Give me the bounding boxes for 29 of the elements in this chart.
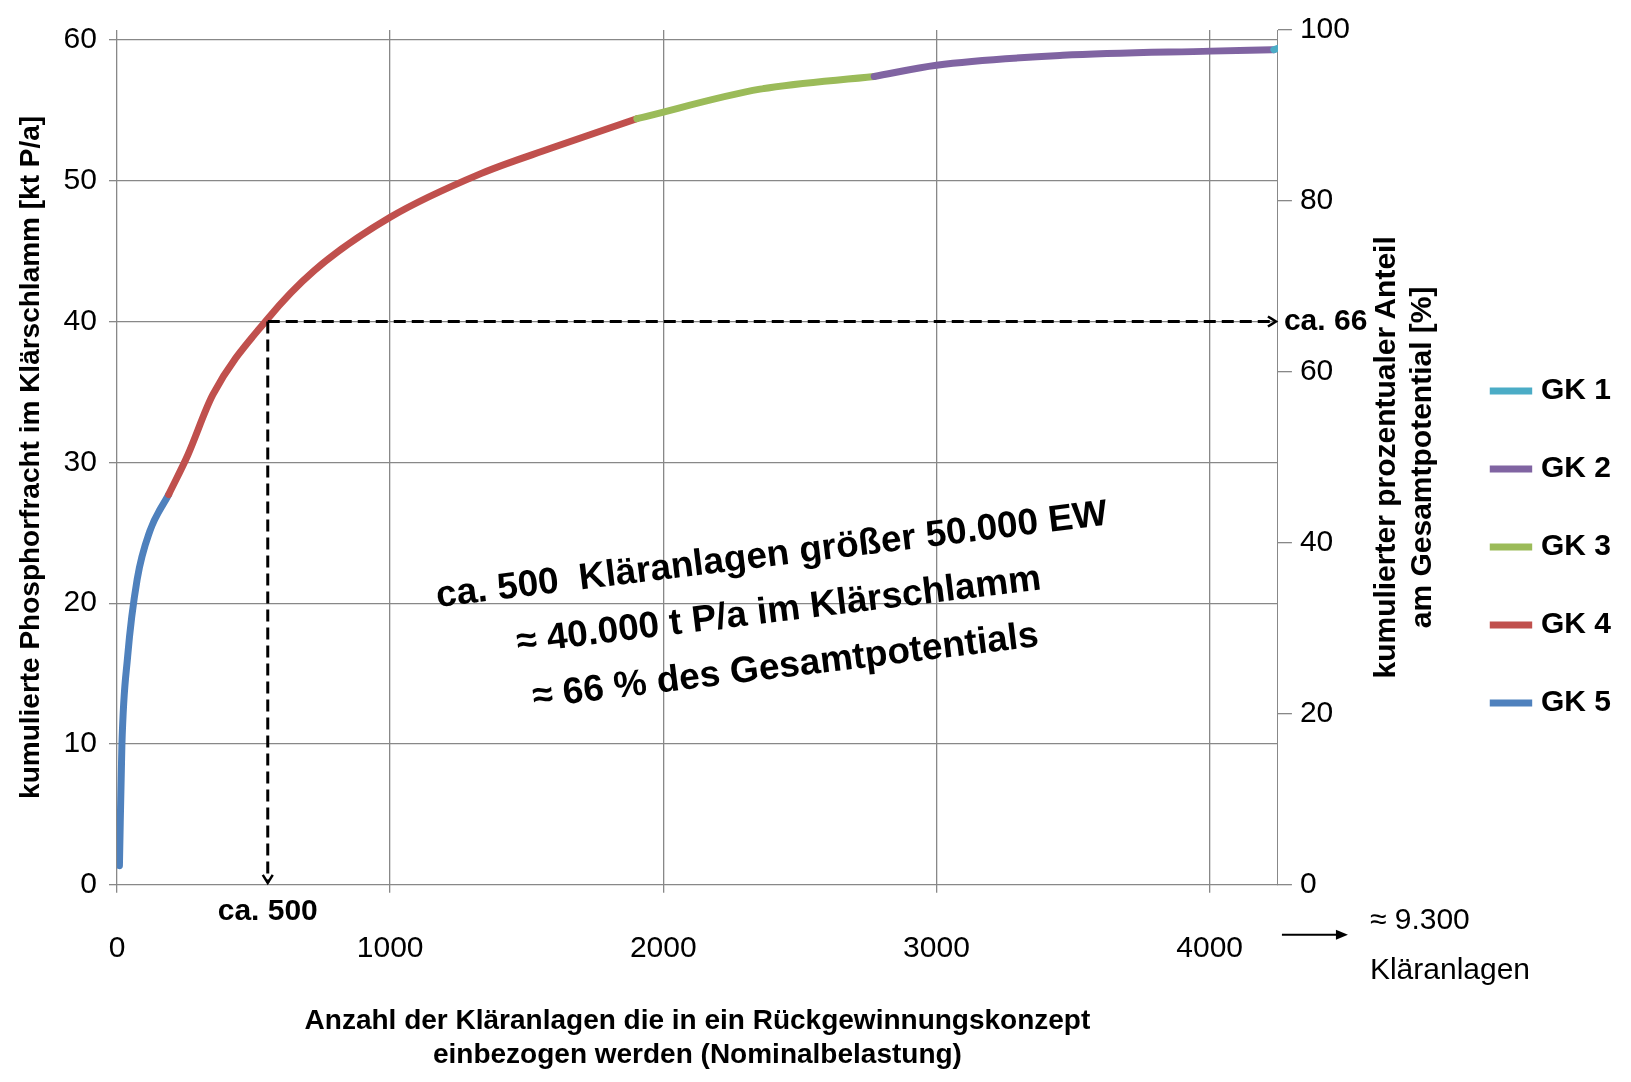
ref-line-label: ca. 500 [217,893,318,927]
y2-tick-label: 20 [1299,695,1334,729]
legend-label: GK 1 [1540,372,1612,406]
legend-label: GK 4 [1540,606,1612,640]
y2-axis-title: kumulierter prozentualer Anteil am Gesamtpotential [%] [1368,236,1438,679]
y-tick-label: 10 [63,725,97,759]
y-tick-label: 60 [63,21,97,55]
y2-tick-label: 40 [1299,524,1334,558]
x-tick-label: 1000 [356,930,424,964]
ref-line-label: ca. 66 [1283,302,1368,336]
x-tick-label: 2000 [629,930,697,964]
y-tick-label: 40 [63,302,97,336]
y2-tick-label: 80 [1299,182,1334,216]
y-tick-label: 50 [63,161,97,195]
y-tick-label: 20 [63,584,97,618]
y-axis-title: kumulierte Phosphorfracht im Klärschlamm [kt P/a] [13,115,45,799]
x-tick-label: 4000 [1176,930,1244,964]
text: ≈ 9.300 Kläranlagen [1369,902,1531,986]
x-tick-label: 3000 [903,930,970,964]
x-tick-label: 0 [108,930,126,964]
legend-label: GK 2 [1540,450,1612,484]
legend-label: GK 5 [1540,684,1612,718]
legend-label: GK 3 [1540,528,1612,562]
y-tick-label: 0 [80,866,97,900]
y2-tick-label: 60 [1299,353,1334,387]
y2-tick-label: 100 [1299,11,1350,45]
y2-tick-label: 0 [1299,866,1317,900]
y-tick-label: 30 [63,443,97,477]
x-axis-title: Anzahl der Kläranlagen die in ein Rückgewinnungskonzept einbezogen werden (Nominalbelastung) [304,1004,1091,1069]
